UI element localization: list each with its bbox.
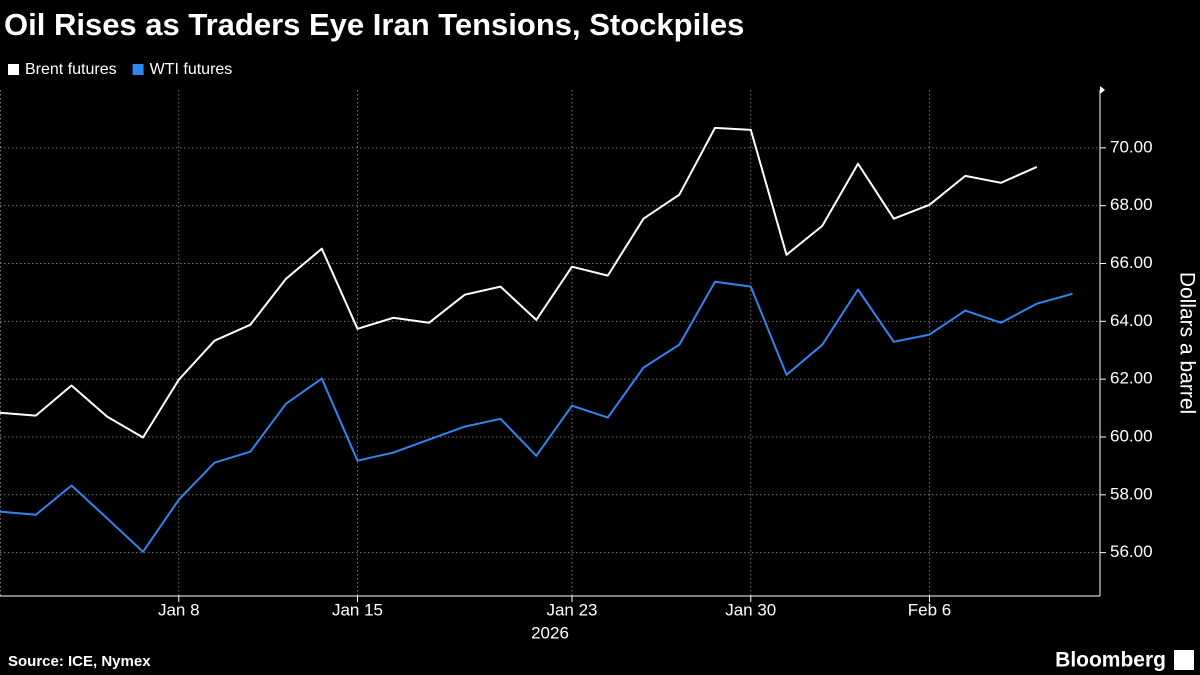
x-tick-label: Jan 23 [546,600,597,619]
x-tick-label: Jan 15 [332,600,383,619]
legend-label: WTI futures [150,61,233,78]
y-tick-label: 66.00 [1110,253,1153,272]
series-line [0,126,1038,439]
y-tick-label: 64.00 [1110,311,1153,330]
axis-arrow [1100,86,1105,94]
y-tick-label: 62.00 [1110,369,1153,388]
y-tick-label: 56.00 [1110,542,1153,561]
y-tick-label: 58.00 [1110,484,1153,503]
y-tick-label: 68.00 [1110,195,1153,214]
chart-title: Oil Rises as Traders Eye Iran Tensions, … [4,7,744,42]
source: Source: ICE, Nymex [8,653,151,670]
y-axis-label: Dollars a barrel [1175,272,1198,414]
legend-swatch [132,64,144,75]
y-tick-label: 60.00 [1110,426,1153,445]
x-tick-label: Jan 30 [725,600,776,619]
year-label: 2026 [531,623,569,642]
legend-label: Brent futures [25,61,117,78]
x-tick-label: Feb 6 [908,600,951,619]
logo-icon [1174,650,1194,670]
branding: Bloomberg [1055,649,1166,672]
y-tick-label: 70.00 [1110,137,1153,156]
series-line [0,280,1073,553]
x-tick-label: Jan 8 [158,600,200,619]
legend-swatch [8,64,19,75]
